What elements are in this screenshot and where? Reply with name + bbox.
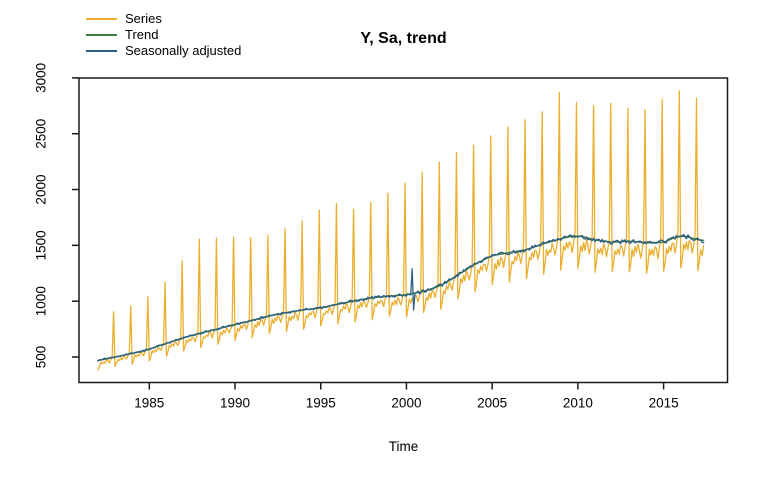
y-tick-label: 2000 (33, 175, 48, 205)
series-line (97, 90, 705, 371)
y-tick-label: 3000 (33, 63, 48, 93)
plot-title: Y, Sa, trend (360, 30, 447, 47)
trend-line-swatch (86, 34, 117, 36)
x-axis-label: Time (388, 439, 419, 454)
tick-labels: 1985 1990 1995 2000 2005 2010 2015 500 1000 1500 2… (33, 63, 678, 411)
axes (72, 77, 665, 390)
x-tick-label: 2005 (477, 396, 507, 411)
seasonally-adjusted-line-swatch (86, 50, 117, 52)
legend-item-series: Series (86, 11, 241, 27)
trend-line (97, 235, 705, 362)
x-tick-label: 1995 (306, 396, 336, 411)
x-tick-label: 1985 (134, 396, 164, 411)
legend-label-seasonally-adjusted: Seasonally adjusted (125, 43, 242, 58)
x-tick-label: 1990 (220, 396, 250, 411)
x-tick-label: 2000 (391, 396, 421, 411)
legend: Series Trend Seasonally adjusted (86, 11, 241, 59)
legend-label-trend: Trend (125, 27, 159, 42)
x-tick-label: 2015 (649, 396, 679, 411)
plot-frame (78, 77, 729, 384)
seasonally-adjusted-line (97, 233, 705, 362)
legend-label-series: Series (125, 11, 162, 26)
legend-item-seasonally-adjusted: Seasonally adjusted (86, 43, 241, 59)
legend-item-trend: Trend (86, 27, 241, 43)
y-tick-label: 2500 (33, 119, 48, 149)
y-tick-label: 500 (33, 346, 48, 369)
y-tick-label: 1500 (33, 230, 48, 260)
series-line-swatch (86, 18, 117, 20)
y-tick-label: 1000 (33, 286, 48, 316)
x-tick-label: 2010 (563, 396, 593, 411)
